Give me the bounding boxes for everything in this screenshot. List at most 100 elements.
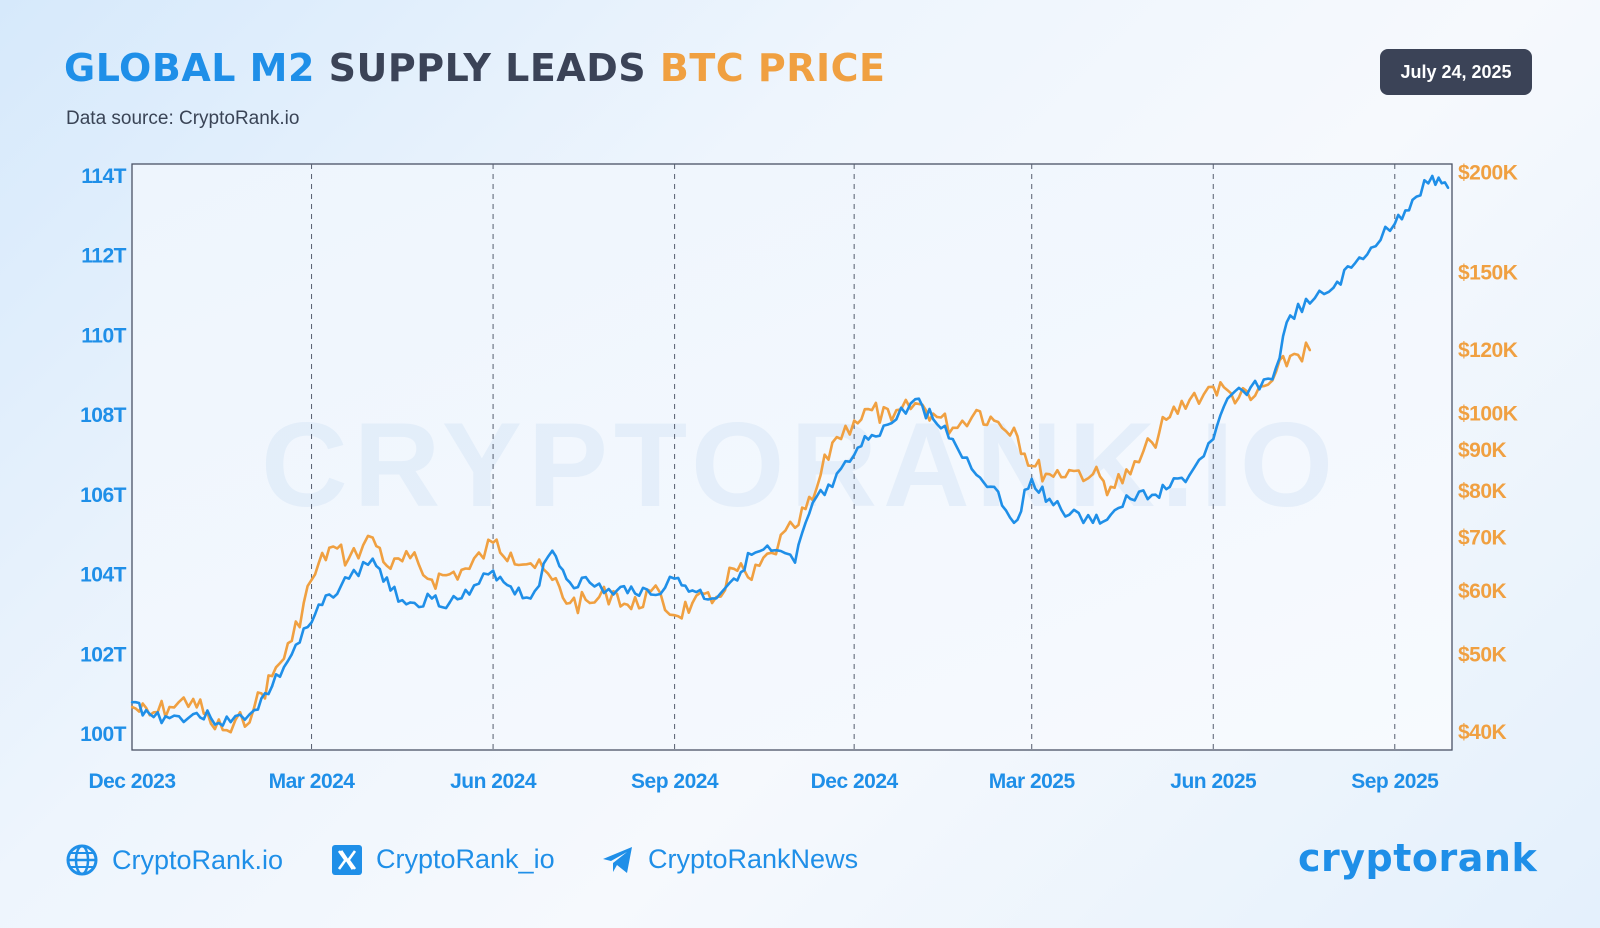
btc-price-point xyxy=(509,551,512,554)
data-source: Data source: CryptoRank.io xyxy=(66,108,300,129)
btc-price-point xyxy=(691,601,694,605)
x-icon xyxy=(332,844,362,875)
m2-supply-point xyxy=(430,597,434,600)
x-tick-label: Mar 2024 xyxy=(269,770,356,793)
m2-supply-point xyxy=(673,577,676,580)
m2-supply-point xyxy=(568,581,572,584)
btc-price-point xyxy=(568,601,572,605)
btc-price-point xyxy=(770,551,773,554)
btc-price-point xyxy=(1212,385,1215,388)
btc-price-point xyxy=(710,601,714,605)
m2-supply-point xyxy=(1411,198,1414,202)
y-left-tick-label: 104T xyxy=(80,564,127,587)
btc-price-point xyxy=(1129,473,1132,476)
m2-supply-point xyxy=(1168,485,1172,489)
btc-price-point xyxy=(588,601,591,605)
watermark: CRYPTORANK.IO xyxy=(261,398,1339,532)
m2-supply-point xyxy=(1393,222,1397,225)
m2-supply-point xyxy=(1289,314,1292,317)
x-tick-label: Jun 2024 xyxy=(450,770,537,793)
m2-supply-point xyxy=(951,437,954,441)
btc-price-point xyxy=(310,578,313,581)
btc-price-point xyxy=(1030,464,1033,468)
btc-price-point xyxy=(491,541,495,544)
x-tick-label: Sep 2025 xyxy=(1351,770,1439,793)
btc-price-point xyxy=(831,441,834,444)
m2-supply-point xyxy=(551,549,554,552)
btc-price-line xyxy=(131,341,1312,734)
m2-supply-point xyxy=(1249,386,1252,389)
m2-supply-point xyxy=(750,553,753,556)
btc-price-point xyxy=(870,408,874,412)
btc-price-point xyxy=(253,705,256,709)
btc-price-point xyxy=(673,614,676,617)
y-right-tick-label: $40K xyxy=(1458,721,1507,744)
cryptorank-logo: cryptorank xyxy=(1298,836,1538,880)
m2-supply-point xyxy=(290,653,293,656)
telegram-link[interactable]: CryptoRankNews xyxy=(602,844,858,875)
x-link[interactable]: CryptoRank_io xyxy=(332,844,555,875)
m2-supply-point xyxy=(1271,378,1274,381)
y-right-tick-label: $200K xyxy=(1458,162,1518,185)
m2-supply-point xyxy=(1068,513,1071,516)
btc-price-point xyxy=(732,567,735,570)
m2-supply-point xyxy=(1091,521,1095,524)
btc-price-point xyxy=(229,731,232,734)
y-left-tick-label: 108T xyxy=(80,404,127,427)
btc-price-point xyxy=(1109,485,1112,488)
website-link[interactable]: CryptoRank.io xyxy=(66,844,283,876)
m2-supply-point xyxy=(890,421,893,425)
btc-price-point xyxy=(347,556,351,560)
m2-supply-point xyxy=(529,597,532,600)
btc-price-point xyxy=(1068,468,1071,472)
m2-supply-point xyxy=(630,585,633,588)
btc-price-point xyxy=(1168,415,1172,419)
m2-supply-point xyxy=(1431,174,1434,178)
y-left-tick-label: 114T xyxy=(81,165,126,188)
y-right-tick-label: $90K xyxy=(1458,439,1507,462)
btc-price-point xyxy=(209,722,213,725)
btc-price-point xyxy=(1289,354,1292,358)
website-text: CryptoRank.io xyxy=(112,844,284,875)
m2-supply-point xyxy=(588,581,591,584)
y-right-tick-label: $100K xyxy=(1458,403,1518,426)
btc-price-point xyxy=(993,419,996,422)
globe-icon xyxy=(66,844,98,876)
title-btc: BTC PRICE xyxy=(659,46,886,90)
y-left-tick-label: 100T xyxy=(80,723,127,746)
m2-supply-point xyxy=(993,485,996,489)
m2-supply-point xyxy=(1446,186,1450,190)
m2-supply-point xyxy=(1350,266,1353,269)
m2-supply-point xyxy=(931,417,935,421)
btc-price-point xyxy=(389,567,392,570)
x-tick-label: Mar 2025 xyxy=(989,770,1076,793)
title-m2: GLOBAL M2 xyxy=(64,46,315,90)
y-right-tick-label: $120K xyxy=(1458,339,1518,362)
btc-price-point xyxy=(853,419,856,422)
m2-supply-point xyxy=(1012,521,1016,524)
m2-supply-point xyxy=(409,601,412,604)
btc-price-point xyxy=(1249,398,1252,402)
title-middle: SUPPLY LEADS xyxy=(314,46,660,90)
m2-supply-point xyxy=(1109,513,1112,516)
btc-price-point xyxy=(1308,349,1312,352)
btc-price-point xyxy=(630,607,633,611)
x-tick-label: Dec 2023 xyxy=(88,770,175,793)
btc-price-point xyxy=(551,578,554,581)
m2-supply-point xyxy=(253,708,256,712)
m2-supply-point xyxy=(1048,497,1051,501)
m2-supply-point xyxy=(870,433,874,437)
m2-supply-point xyxy=(229,720,232,724)
m2-supply-point xyxy=(691,589,694,592)
m2-supply-point xyxy=(914,398,917,401)
m2-supply-point xyxy=(612,593,615,596)
m2-supply-point xyxy=(371,557,374,560)
chart-title: GLOBAL M2 SUPPLY LEADS BTC PRICE xyxy=(64,46,885,90)
btc-price-point xyxy=(192,697,195,701)
m2-supply-point xyxy=(209,716,213,720)
btc-price-point xyxy=(1012,426,1016,429)
m2-supply-point xyxy=(732,577,735,580)
btc-price-point xyxy=(1150,441,1154,444)
btc-price-point xyxy=(951,426,954,429)
